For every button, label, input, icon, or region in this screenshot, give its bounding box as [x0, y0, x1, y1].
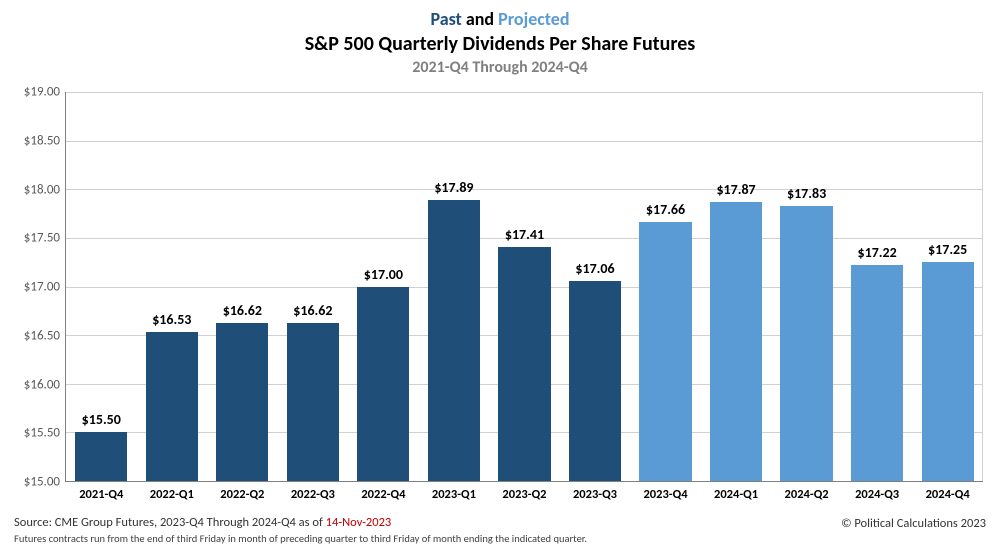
y-tick-label: $15.50	[24, 426, 60, 441]
title-line-1: Past and Projected	[0, 8, 1000, 30]
bar-slot: $17.892023-Q1	[419, 92, 490, 481]
bar-slot: $16.622022-Q2	[207, 92, 278, 481]
x-tick-label: 2024-Q4	[926, 487, 970, 502]
plot-area: $15.502021-Q4$16.532022-Q1$16.622022-Q2$…	[65, 92, 983, 482]
bar-value-label: $17.83	[787, 185, 826, 202]
bar-slot: $17.412023-Q2	[489, 92, 560, 481]
bar: $17.89	[428, 200, 480, 481]
x-tick-label: 2023-Q4	[643, 487, 687, 502]
bar-slot: $16.532022-Q1	[137, 92, 208, 481]
title-sub: 2021-Q4 Through 2024-Q4	[0, 58, 1000, 77]
bar-slot: $17.872024-Q1	[701, 92, 772, 481]
copyright: © Political Calculations 2023	[841, 516, 986, 531]
y-tick-label: $19.00	[24, 85, 60, 100]
x-tick-label: 2023-Q1	[432, 487, 476, 502]
bar: $16.62	[216, 323, 268, 481]
bar: $15.50	[75, 432, 127, 481]
title-past: Past	[430, 8, 461, 30]
x-tick-label: 2021-Q4	[79, 487, 123, 502]
bar: $17.25	[922, 262, 974, 481]
y-tick-label: $15.00	[24, 475, 60, 490]
y-tick-label: $17.00	[24, 280, 60, 295]
bars-region: $15.502021-Q4$16.532022-Q1$16.622022-Q2$…	[66, 92, 983, 481]
bar: $16.62	[287, 323, 339, 481]
bar-value-label: $17.06	[575, 260, 614, 277]
bar-value-label: $17.25	[928, 241, 967, 258]
bar: $17.66	[639, 222, 691, 481]
bar-value-label: $15.50	[82, 411, 121, 428]
bar: $17.41	[498, 247, 550, 481]
bar-slot: $17.222024-Q3	[842, 92, 913, 481]
title-and: and	[462, 8, 498, 30]
bar-value-label: $16.62	[293, 302, 332, 319]
bar-slot: $17.252024-Q4	[912, 92, 983, 481]
bar-value-label: $16.62	[223, 302, 262, 319]
bar-value-label: $17.00	[364, 266, 403, 283]
title-projected: Projected	[498, 8, 569, 30]
bar-slot: $15.502021-Q4	[66, 92, 137, 481]
bar-value-label: $17.41	[505, 226, 544, 243]
title-block: Past and Projected S&P 500 Quarterly Div…	[0, 0, 1000, 77]
bar-value-label: $17.22	[858, 244, 897, 261]
x-tick-label: 2024-Q3	[855, 487, 899, 502]
footer: Source: CME Group Futures, 2023-Q4 Throu…	[14, 515, 986, 545]
bar: $16.53	[146, 332, 198, 481]
x-tick-label: 2023-Q3	[573, 487, 617, 502]
x-tick-label: 2024-Q1	[714, 487, 758, 502]
footnote: Futures contracts run from the end of th…	[14, 532, 986, 545]
y-tick-label: $16.00	[24, 377, 60, 392]
x-tick-label: 2022-Q4	[361, 487, 405, 502]
x-tick-label: 2022-Q1	[150, 487, 194, 502]
bar: $17.06	[569, 281, 621, 481]
bar: $17.22	[851, 265, 903, 481]
x-tick-label: 2024-Q2	[785, 487, 829, 502]
bar-value-label: $17.87	[716, 181, 755, 198]
bar-slot: $17.062023-Q3	[560, 92, 631, 481]
bar-slot: $16.622022-Q3	[278, 92, 349, 481]
y-tick-label: $16.50	[24, 328, 60, 343]
y-tick-label: $18.50	[24, 133, 60, 148]
bar-value-label: $17.66	[646, 201, 685, 218]
bar-slot: $17.662023-Q4	[630, 92, 701, 481]
y-tick-label: $18.00	[24, 182, 60, 197]
bar-slot: $17.832024-Q2	[771, 92, 842, 481]
bar: $17.87	[710, 202, 762, 481]
x-tick-label: 2022-Q2	[220, 487, 264, 502]
x-tick-label: 2022-Q3	[291, 487, 335, 502]
title-main: S&P 500 Quarterly Dividends Per Share Fu…	[0, 32, 1000, 56]
chart-container: Past and Projected S&P 500 Quarterly Div…	[0, 0, 1000, 551]
source-prefix: Source: CME Group Futures, 2023-Q4 Throu…	[14, 515, 326, 530]
bar: $17.83	[780, 206, 832, 481]
bar: $17.00	[357, 287, 409, 482]
source-date: 14-Nov-2023	[326, 515, 392, 530]
bar-value-label: $16.53	[152, 311, 191, 328]
x-tick-label: 2023-Q2	[502, 487, 546, 502]
bar-value-label: $17.89	[434, 179, 473, 196]
bar-slot: $17.002022-Q4	[348, 92, 419, 481]
y-tick-label: $17.50	[24, 231, 60, 246]
